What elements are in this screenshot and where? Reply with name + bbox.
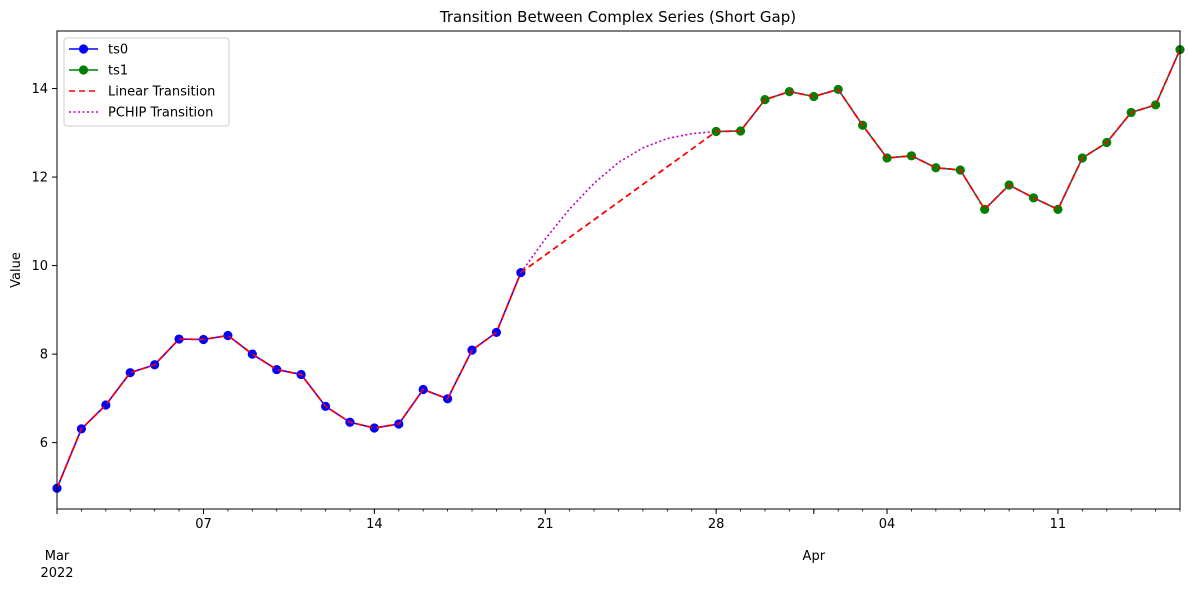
- x-month-label: Apr: [803, 549, 826, 564]
- series-line-0: [56, 272, 522, 489]
- legend-box: [63, 37, 230, 127]
- series-line-overlay-2: [56, 49, 1181, 489]
- x-tick-label: 07: [195, 517, 212, 532]
- axes: 07 14 21 28 04 11 Mar 2022 Apr 6 8 10 12 14: [31, 82, 1181, 581]
- x-tick-label: 04: [879, 517, 896, 532]
- y-tick-label: 10: [31, 259, 48, 274]
- y-tick-label: 6: [40, 436, 48, 451]
- legend: ts0 ts1 Linear Transition PCHIP Transition: [63, 37, 230, 127]
- x-tick-label: 14: [366, 517, 383, 532]
- y-tick-label: 8: [40, 348, 48, 363]
- legend-label-1: ts1: [108, 64, 128, 79]
- data-point-1-18: [1150, 100, 1161, 110]
- series-line-1: [716, 49, 1181, 211]
- legend-label-3: PCHIP Transition: [108, 106, 213, 121]
- x-year-label: 2022: [40, 566, 73, 581]
- x-tick-label: 11: [1050, 517, 1067, 532]
- x-tick-label: 21: [537, 517, 554, 532]
- legend-marker-1: [78, 65, 89, 75]
- x-month-label: Mar: [45, 549, 70, 564]
- data-point-1-14: [1053, 204, 1063, 214]
- x-tick-label: 28: [708, 517, 725, 532]
- chart-title: Transition Between Complex Series (Short…: [439, 8, 796, 26]
- legend-label-2: Linear Transition: [108, 85, 215, 100]
- y-tick-label: 12: [31, 171, 48, 186]
- data-point-1-4: [809, 91, 819, 102]
- y-axis-label: Value: [9, 252, 24, 288]
- y-tick-label: 14: [31, 82, 48, 97]
- legend-label-0: ts0: [108, 43, 128, 58]
- legend-marker-0: [78, 44, 89, 54]
